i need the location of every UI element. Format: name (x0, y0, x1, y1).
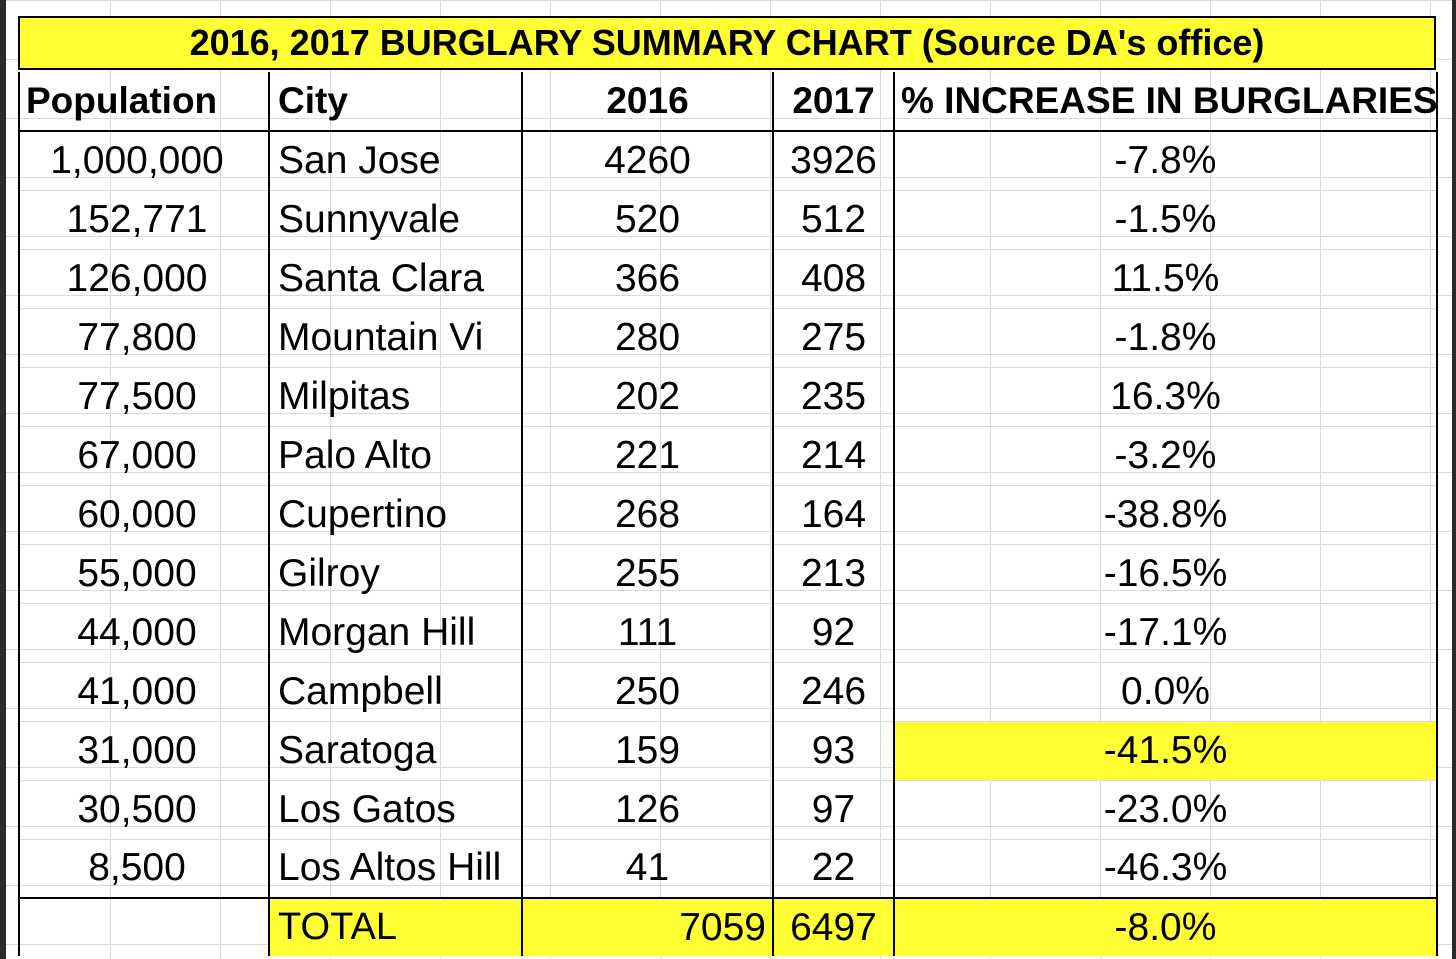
population-cell[interactable]: 152,771 (18, 189, 269, 249)
burglaries-2017-cell[interactable]: 3926 (772, 130, 894, 190)
city-cell[interactable]: Milpitas (268, 366, 522, 426)
city-cell[interactable]: Morgan Hill (268, 602, 522, 662)
city-cell[interactable]: Saratoga (268, 720, 522, 780)
total-2016-cell[interactable]: 7059 (521, 897, 773, 956)
population-cell[interactable]: 31,000 (18, 720, 269, 780)
pct-change-cell[interactable]: -1.5% (893, 189, 1438, 249)
header-row: Population City 2016 2017 % INCREASE IN … (18, 72, 1438, 132)
population-cell[interactable]: 55,000 (18, 543, 269, 603)
population-cell[interactable]: 41,000 (18, 661, 269, 721)
burglaries-2017-cell[interactable]: 164 (772, 484, 894, 544)
table-row: 55,000 Gilroy 255 213 -16.5% (18, 543, 1438, 603)
burglaries-2016-cell[interactable]: 159 (521, 720, 773, 780)
burglaries-2016-cell[interactable]: 126 (521, 779, 773, 839)
pct-change-cell[interactable]: -46.3% (893, 838, 1438, 898)
burglaries-2016-cell[interactable]: 41 (521, 838, 773, 898)
total-row: TOTAL 7059 6497 -8.0% (18, 897, 1438, 956)
burglaries-2016-cell[interactable]: 520 (521, 189, 773, 249)
burglaries-2017-cell[interactable]: 235 (772, 366, 894, 426)
pct-change-cell[interactable]: -7.8% (893, 130, 1438, 190)
burglary-table: Population City 2016 2017 % INCREASE IN … (18, 72, 1438, 956)
burglaries-2017-cell[interactable]: 93 (772, 720, 894, 780)
total-2017-cell[interactable]: 6497 (772, 897, 894, 956)
pct-change-cell[interactable]: -3.2% (893, 425, 1438, 485)
population-cell[interactable]: 8,500 (18, 838, 269, 898)
header-population[interactable]: Population (18, 72, 269, 132)
pct-change-cell[interactable]: 0.0% (893, 661, 1438, 721)
city-cell[interactable]: San Jose (268, 130, 522, 190)
table-row: 152,771 Sunnyvale 520 512 -1.5% (18, 189, 1438, 249)
population-cell[interactable]: 126,000 (18, 248, 269, 308)
table-row: 8,500 Los Altos Hill 41 22 -46.3% (18, 838, 1438, 898)
table-row: 60,000 Cupertino 268 164 -38.8% (18, 484, 1438, 544)
city-cell[interactable]: Gilroy (268, 543, 522, 603)
burglaries-2017-cell[interactable]: 97 (772, 779, 894, 839)
burglaries-2016-cell[interactable]: 255 (521, 543, 773, 603)
table-row: 67,000 Palo Alto 221 214 -3.2% (18, 425, 1438, 485)
chart-title[interactable]: 2016, 2017 BURGLARY SUMMARY CHART (Sourc… (18, 16, 1436, 70)
burglaries-2016-cell[interactable]: 202 (521, 366, 773, 426)
header-2017[interactable]: 2017 (772, 72, 894, 132)
burglaries-2016-cell[interactable]: 221 (521, 425, 773, 485)
burglaries-2016-cell[interactable]: 280 (521, 307, 773, 367)
pct-change-cell[interactable]: -17.1% (893, 602, 1438, 662)
population-cell[interactable]: 77,800 (18, 307, 269, 367)
burglaries-2017-cell[interactable]: 92 (772, 602, 894, 662)
burglaries-2016-cell[interactable]: 111 (521, 602, 773, 662)
pct-change-cell[interactable]: -41.5% (893, 720, 1438, 780)
burglaries-2017-cell[interactable]: 22 (772, 838, 894, 898)
table-row: 41,000 Campbell 250 246 0.0% (18, 661, 1438, 721)
population-cell[interactable]: 44,000 (18, 602, 269, 662)
population-cell[interactable]: 77,500 (18, 366, 269, 426)
total-population-cell[interactable] (18, 897, 269, 956)
burglaries-2017-cell[interactable]: 214 (772, 425, 894, 485)
header-pct-increase[interactable]: % INCREASE IN BURGLARIES (893, 72, 1438, 132)
pct-change-cell[interactable]: 11.5% (893, 248, 1438, 308)
table-row: 77,800 Mountain Vi 280 275 -1.8% (18, 307, 1438, 367)
burglaries-2016-cell[interactable]: 4260 (521, 130, 773, 190)
table-row: 126,000 Santa Clara 366 408 11.5% (18, 248, 1438, 308)
window-frame-left (0, 0, 6, 959)
population-cell[interactable]: 60,000 (18, 484, 269, 544)
total-pct-cell[interactable]: -8.0% (893, 897, 1438, 956)
burglaries-2016-cell[interactable]: 250 (521, 661, 773, 721)
population-cell[interactable]: 67,000 (18, 425, 269, 485)
population-cell[interactable]: 30,500 (18, 779, 269, 839)
city-cell[interactable]: Cupertino (268, 484, 522, 544)
header-2016[interactable]: 2016 (521, 72, 773, 132)
city-cell[interactable]: Campbell (268, 661, 522, 721)
city-cell[interactable]: Palo Alto (268, 425, 522, 485)
total-label-cell[interactable]: TOTAL (268, 897, 522, 956)
table-row: 44,000 Morgan Hill 111 92 -17.1% (18, 602, 1438, 662)
pct-change-cell[interactable]: -1.8% (893, 307, 1438, 367)
header-city[interactable]: City (268, 72, 522, 132)
burglaries-2016-cell[interactable]: 366 (521, 248, 773, 308)
burglaries-2017-cell[interactable]: 213 (772, 543, 894, 603)
table-row: 31,000 Saratoga 159 93 -41.5% (18, 720, 1438, 780)
population-cell[interactable]: 1,000,000 (18, 130, 269, 190)
city-cell[interactable]: Los Gatos (268, 779, 522, 839)
burglaries-2017-cell[interactable]: 512 (772, 189, 894, 249)
burglaries-2016-cell[interactable]: 268 (521, 484, 773, 544)
table-row: 1,000,000 San Jose 4260 3926 -7.8% (18, 130, 1438, 190)
table-row: 30,500 Los Gatos 126 97 -23.0% (18, 779, 1438, 839)
city-cell[interactable]: Mountain Vi (268, 307, 522, 367)
burglaries-2017-cell[interactable]: 408 (772, 248, 894, 308)
window-frame-right (1452, 0, 1456, 959)
burglaries-2017-cell[interactable]: 275 (772, 307, 894, 367)
burglaries-2017-cell[interactable]: 246 (772, 661, 894, 721)
city-cell[interactable]: Santa Clara (268, 248, 522, 308)
table-row: 77,500 Milpitas 202 235 16.3% (18, 366, 1438, 426)
pct-change-cell[interactable]: 16.3% (893, 366, 1438, 426)
pct-change-cell[interactable]: -38.8% (893, 484, 1438, 544)
pct-change-cell[interactable]: -16.5% (893, 543, 1438, 603)
city-cell[interactable]: Los Altos Hill (268, 838, 522, 898)
pct-change-cell[interactable]: -23.0% (893, 779, 1438, 839)
city-cell[interactable]: Sunnyvale (268, 189, 522, 249)
